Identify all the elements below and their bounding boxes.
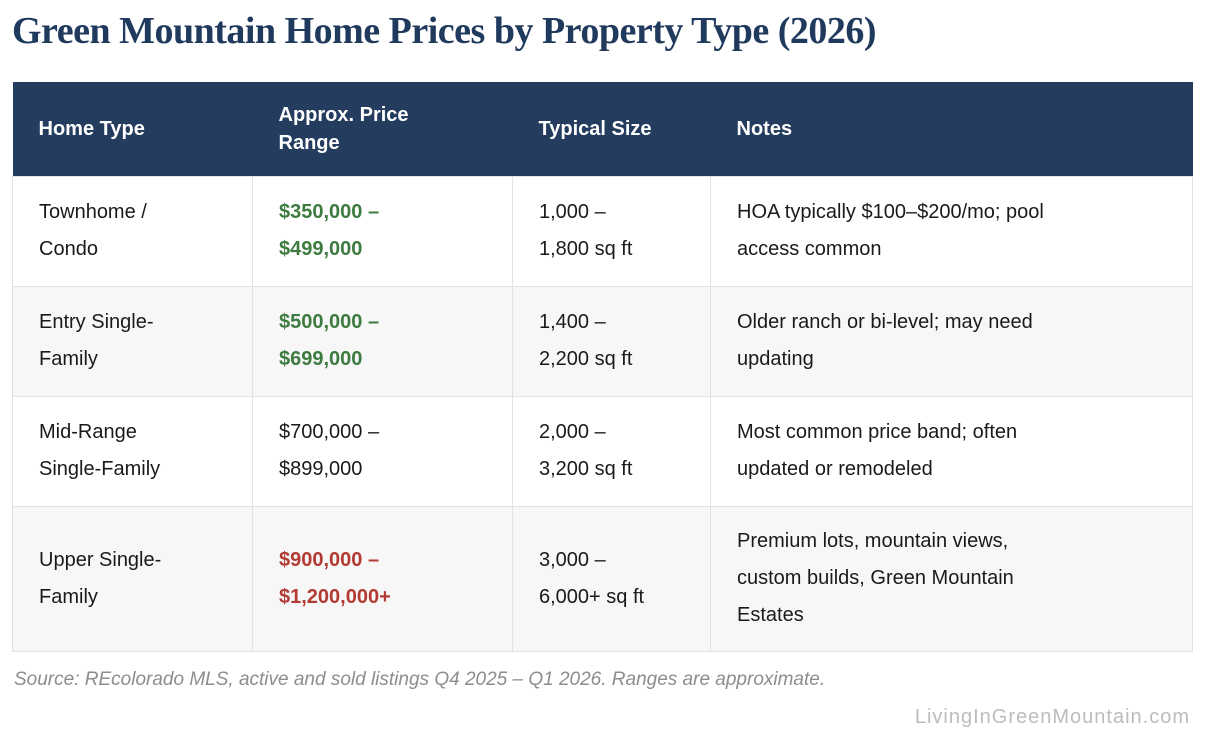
cell-notes: Most common price band; often updated or… bbox=[710, 395, 1193, 507]
col-header-home-type: Home Type bbox=[12, 82, 253, 176]
cell-home-type: Mid-Range Single-Family bbox=[12, 395, 253, 507]
cell-typical-size: 2,000 – 3,200 sq ft bbox=[512, 395, 711, 507]
table-row-mid-range-single-family: Mid-Range Single-Family $700,000 – $899,… bbox=[12, 395, 1193, 507]
cell-home-type: Townhome / Condo bbox=[12, 175, 253, 287]
source-note: Source: REcolorado MLS, active and sold … bbox=[14, 668, 826, 690]
cell-notes: Premium lots, mountain views, custom bui… bbox=[710, 505, 1193, 652]
table-row-townhome-condo: Townhome / Condo $350,000 – $499,000 1,0… bbox=[12, 175, 1193, 287]
page-title: Green Mountain Home Prices by Property T… bbox=[12, 10, 877, 52]
cell-home-type: Upper Single- Family bbox=[12, 505, 253, 652]
col-header-typical-size: Typical Size bbox=[512, 82, 711, 176]
cell-typical-size: 1,400 – 2,200 sq ft bbox=[512, 285, 711, 397]
table-header-row: Home Type Approx. Price Range Typical Si… bbox=[12, 82, 1193, 176]
cell-price-range: $700,000 – $899,000 bbox=[252, 395, 513, 507]
cell-typical-size: 1,000 – 1,800 sq ft bbox=[512, 175, 711, 287]
col-header-notes: Notes bbox=[710, 82, 1193, 176]
col-header-price-range: Approx. Price Range bbox=[252, 82, 513, 176]
table-row-entry-single-family: Entry Single- Family $500,000 – $699,000… bbox=[12, 285, 1193, 397]
watermark: LivingInGreenMountain.com bbox=[914, 705, 1190, 728]
cell-notes: Older ranch or bi-level; may need updati… bbox=[710, 285, 1193, 397]
home-prices-table: Home Type Approx. Price Range Typical Si… bbox=[12, 82, 1193, 652]
cell-price-range: $500,000 – $699,000 bbox=[252, 285, 513, 397]
table-row-upper-single-family: Upper Single- Family $900,000 – $1,200,0… bbox=[12, 505, 1193, 652]
cell-home-type: Entry Single- Family bbox=[12, 285, 253, 397]
cell-price-range: $350,000 – $499,000 bbox=[252, 175, 513, 287]
cell-price-range: $900,000 – $1,200,000+ bbox=[252, 505, 513, 652]
infographic-page: Green Mountain Home Prices by Property T… bbox=[12, 10, 1193, 728]
cell-typical-size: 3,000 – 6,000+ sq ft bbox=[512, 505, 711, 652]
cell-notes: HOA typically $100–$200/mo; pool access … bbox=[710, 175, 1193, 287]
